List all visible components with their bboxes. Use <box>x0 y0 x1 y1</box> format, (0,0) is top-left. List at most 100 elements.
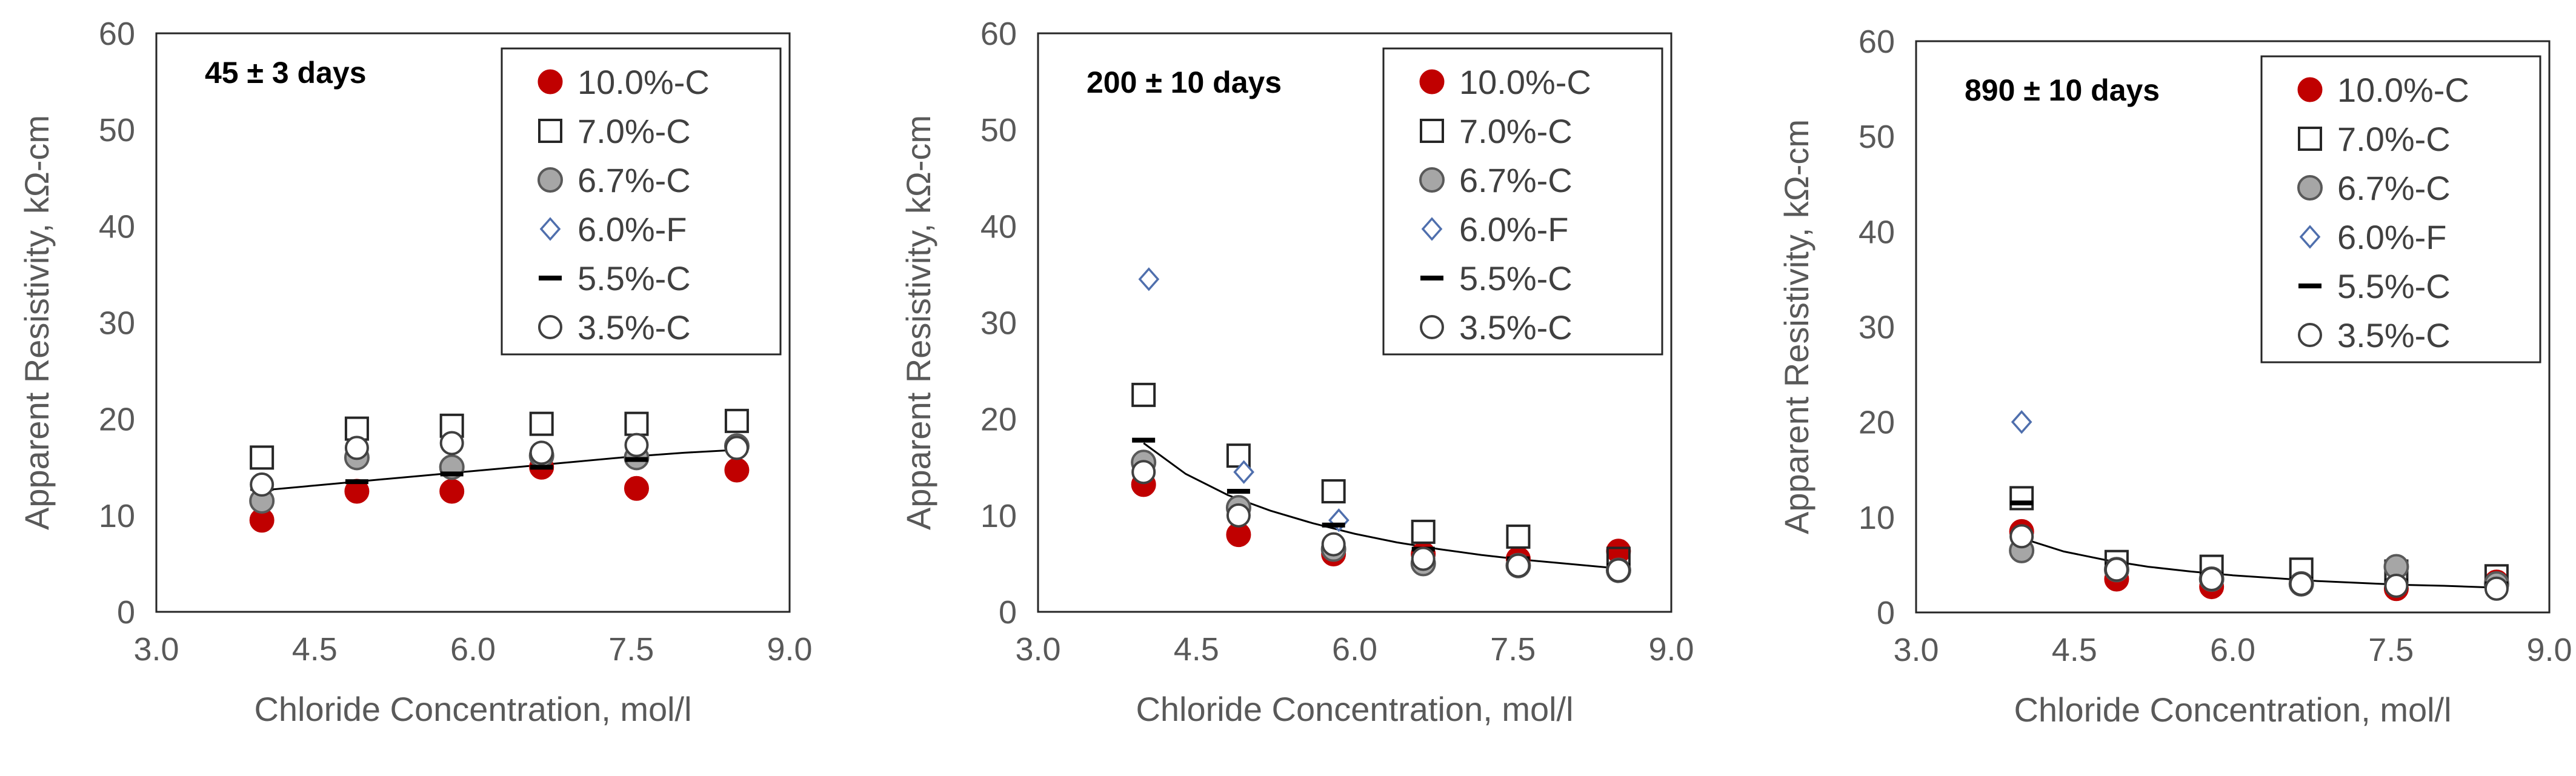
trendline <box>2021 537 2497 589</box>
age-annotation: 200 ± 10 days <box>1087 65 1282 99</box>
data-point <box>439 431 464 456</box>
legend: 10.0%-C 7.0%-C 6.7%-C 6.0%-F 5.5%-C 3.5%-C <box>1382 47 1663 356</box>
chart-panel-1: 0 10 20 30 40 50 60 3.0 4.5 6.0 7.5 9.0 Chloride Con… <box>18 16 813 728</box>
legend-label: 6.7%-C <box>577 161 691 199</box>
x-tick-label: 4.5 <box>2052 632 2097 668</box>
data-point <box>724 408 749 433</box>
legend-marker <box>1420 119 1444 143</box>
legend-label: 5.5%-C <box>2337 267 2451 305</box>
y-tick-label: 0 <box>117 594 135 631</box>
legend-label: 3.5%-C <box>1459 308 1573 347</box>
trendline <box>1143 442 1619 569</box>
y-tick-label: 10 <box>980 498 1017 534</box>
legend-marker <box>2297 175 2323 201</box>
x-tick-label: 6.0 <box>450 631 496 668</box>
y-tick-label: 20 <box>99 402 135 438</box>
series-3.5%-C <box>1131 460 1631 583</box>
y-tick-label: 30 <box>1859 310 1895 346</box>
data-point <box>624 433 649 457</box>
data-point <box>344 436 369 460</box>
y-tick-label: 10 <box>1859 500 1895 536</box>
legend-label: 7.0%-C <box>577 112 691 150</box>
data-point <box>1506 553 1531 578</box>
data-point <box>250 445 275 470</box>
data-point <box>2199 566 2224 591</box>
data-point <box>2484 576 2509 601</box>
y-tick-label: 20 <box>980 402 1017 438</box>
y-tick-label: 10 <box>99 498 135 534</box>
x-tick-label: 4.5 <box>1174 631 1219 668</box>
data-point <box>1411 519 1436 544</box>
legend-marker <box>539 217 561 241</box>
data-point <box>1321 479 1346 504</box>
legend-label: 6.0%-F <box>2337 218 2447 256</box>
data-point <box>1138 267 1160 291</box>
legend-label: 10.0%-C <box>577 63 710 101</box>
y-tick-label: 50 <box>1859 119 1895 155</box>
legend-box <box>1382 47 1663 356</box>
data-point <box>624 476 649 501</box>
data-point <box>250 472 275 497</box>
legend-marker <box>537 69 563 95</box>
x-tick-label: 3.0 <box>133 631 179 668</box>
x-tick-label: 7.5 <box>608 631 654 668</box>
data-point <box>1506 524 1531 549</box>
x-tick-label: 9.0 <box>1648 631 1694 668</box>
legend-marker <box>537 167 563 193</box>
legend-marker <box>1420 315 1444 339</box>
data-point <box>724 436 749 460</box>
legend-marker <box>1421 217 1443 241</box>
x-tick-label: 9.0 <box>2526 632 2572 668</box>
x-tick-label: 7.5 <box>1490 631 1536 668</box>
age-annotation: 890 ± 10 days <box>1965 73 2160 107</box>
series-7.0%-C <box>250 408 749 470</box>
legend-box <box>2260 55 2541 363</box>
y-tick-label: 40 <box>1859 214 1895 250</box>
data-point <box>1321 532 1346 557</box>
x-tick-label: 9.0 <box>767 631 812 668</box>
y-tick-label: 30 <box>99 305 135 342</box>
data-point <box>2011 410 2032 434</box>
legend-label: 7.0%-C <box>1459 112 1573 150</box>
legend-marker <box>2298 127 2322 151</box>
x-axis-title: Chloride Concentration, mol/l <box>254 690 691 728</box>
series-6.0%-F <box>2011 410 2032 434</box>
legend-label: 10.0%-C <box>1459 63 1591 101</box>
y-tick-label: 40 <box>99 208 135 245</box>
legend-box <box>501 47 782 356</box>
legend-marker <box>538 119 562 143</box>
legend-label: 7.0%-C <box>2337 120 2451 158</box>
age-annotation: 45 ± 3 days <box>205 56 367 90</box>
y-tick-label: 60 <box>1859 24 1895 60</box>
data-point <box>2289 571 2314 596</box>
legend: 10.0%-C 7.0%-C 6.7%-C 6.0%-F 5.5%-C 3.5%-C <box>501 47 782 356</box>
data-point <box>529 440 554 465</box>
y-tick-label: 40 <box>980 208 1017 245</box>
series-3.5%-C <box>250 431 749 497</box>
legend-label: 10.0%-C <box>2337 71 2469 109</box>
x-axis-title: Chloride Concentration, mol/l <box>1136 690 1573 728</box>
legend-marker <box>1419 69 1445 95</box>
data-point <box>2104 557 2129 582</box>
y-tick-label: 0 <box>1877 595 1895 631</box>
data-point <box>439 479 465 504</box>
data-point <box>1226 503 1251 528</box>
legend-marker <box>538 315 562 339</box>
y-tick-label: 20 <box>1859 405 1895 441</box>
x-tick-label: 3.0 <box>1893 632 1939 668</box>
y-tick-label: 30 <box>980 305 1017 342</box>
data-point <box>529 411 554 436</box>
y-axis-title: Apparent Resistivity, kΩ-cm <box>1777 119 1816 534</box>
y-tick-label: 50 <box>99 112 135 148</box>
legend-label: 5.5%-C <box>1459 259 1573 297</box>
chart-panel-2: 0 10 20 30 40 50 60 3.0 4.5 6.0 7.5 9.0 Chloride Con… <box>899 16 1694 728</box>
legend-label: 3.5%-C <box>2337 316 2451 354</box>
x-axis-title: Chloride Concentration, mol/l <box>2014 691 2451 729</box>
data-point <box>2009 524 2034 549</box>
legend: 10.0%-C 7.0%-C 6.7%-C 6.0%-F 5.5%-C 3.5%-C <box>2260 55 2541 363</box>
legend-marker <box>2298 323 2322 347</box>
x-tick-label: 6.0 <box>2210 632 2255 668</box>
chart-panel-3: 0 10 20 30 40 50 60 3.0 4.5 6.0 7.5 9.0 Chloride Con… <box>1777 24 2572 729</box>
